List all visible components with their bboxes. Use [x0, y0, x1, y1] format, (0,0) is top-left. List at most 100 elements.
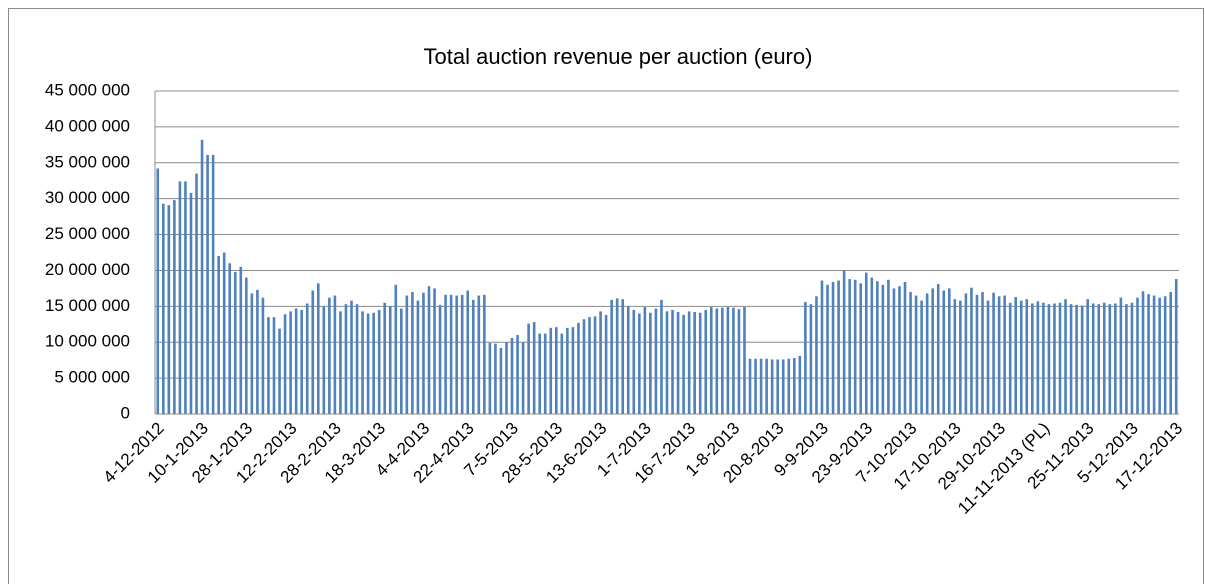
bar — [438, 304, 442, 414]
bar — [167, 205, 171, 414]
bar — [870, 277, 874, 414]
bar — [532, 322, 536, 414]
bar — [820, 280, 824, 414]
bar — [344, 304, 348, 414]
bar — [471, 299, 475, 414]
bar — [200, 139, 204, 414]
bar — [355, 304, 359, 414]
bar — [671, 309, 674, 414]
bar — [405, 295, 409, 414]
bar — [947, 288, 951, 414]
bar — [1108, 304, 1112, 414]
bar — [853, 279, 857, 414]
bar — [305, 303, 309, 414]
bar — [499, 347, 503, 414]
bar — [300, 309, 303, 414]
bar — [665, 311, 669, 414]
bar — [975, 294, 979, 414]
bar — [566, 327, 569, 414]
bar — [1147, 294, 1150, 414]
bar — [914, 295, 918, 414]
bar — [887, 279, 890, 414]
y-tick-label: 35 000 000 — [45, 152, 130, 171]
bar — [698, 312, 702, 414]
bar — [959, 300, 962, 414]
bar — [776, 359, 780, 414]
bar — [815, 296, 818, 414]
y-tick-label: 30 000 000 — [45, 188, 130, 207]
bar — [1163, 296, 1167, 414]
bar — [261, 297, 265, 414]
bar — [377, 309, 381, 414]
bar — [549, 327, 553, 414]
bar — [898, 286, 901, 414]
bar — [848, 279, 851, 414]
bar — [422, 292, 425, 414]
bar — [1069, 304, 1073, 414]
bar — [283, 314, 287, 414]
bar — [942, 290, 946, 414]
bar — [726, 307, 730, 414]
bar — [233, 271, 237, 414]
y-tick-label: 40 000 000 — [45, 116, 130, 135]
bar — [222, 252, 226, 414]
bar — [543, 333, 547, 414]
bar — [206, 154, 209, 415]
bar — [538, 333, 541, 414]
bar — [964, 293, 968, 414]
bar — [936, 284, 940, 414]
bar — [1075, 304, 1078, 414]
bar — [599, 311, 602, 414]
bar — [765, 358, 768, 414]
y-tick-label: 0 — [121, 403, 130, 422]
bar — [560, 333, 564, 414]
bar — [654, 308, 658, 414]
bar — [466, 290, 470, 414]
bar — [787, 358, 791, 414]
bar — [837, 280, 840, 414]
bar — [1091, 303, 1095, 414]
bar — [1158, 297, 1161, 414]
bar — [383, 302, 387, 414]
bar — [981, 291, 984, 414]
bar — [1064, 299, 1067, 414]
bar — [350, 300, 353, 414]
bar — [715, 308, 719, 414]
bar — [1014, 297, 1018, 414]
bar — [909, 291, 912, 414]
bar — [1174, 279, 1178, 414]
bar — [593, 316, 597, 414]
bar — [793, 358, 796, 414]
bar — [831, 281, 835, 414]
bar — [488, 342, 492, 414]
bar — [388, 306, 392, 414]
bar — [759, 358, 763, 414]
bar — [316, 283, 320, 414]
bar — [372, 312, 375, 414]
bar — [798, 355, 802, 414]
bar — [505, 342, 508, 414]
bar — [400, 308, 403, 414]
bar — [256, 289, 259, 414]
bar — [228, 263, 232, 414]
bar — [217, 256, 220, 414]
bar — [1125, 304, 1128, 414]
bar — [582, 319, 586, 414]
bar — [859, 283, 863, 414]
bar — [920, 300, 923, 414]
bar — [649, 312, 652, 414]
y-tick-label: 25 000 000 — [45, 224, 130, 243]
bar — [1119, 297, 1123, 414]
bar — [643, 307, 647, 414]
y-tick-label: 5 000 000 — [54, 368, 130, 387]
y-tick-label: 10 000 000 — [45, 332, 130, 351]
bar — [361, 311, 364, 414]
bar — [925, 293, 929, 414]
bar — [781, 359, 785, 414]
bar — [1042, 302, 1045, 414]
bar — [477, 295, 481, 414]
bar — [610, 299, 613, 414]
bar — [527, 323, 530, 414]
chart-border — [8, 8, 1204, 584]
bar — [804, 302, 807, 414]
